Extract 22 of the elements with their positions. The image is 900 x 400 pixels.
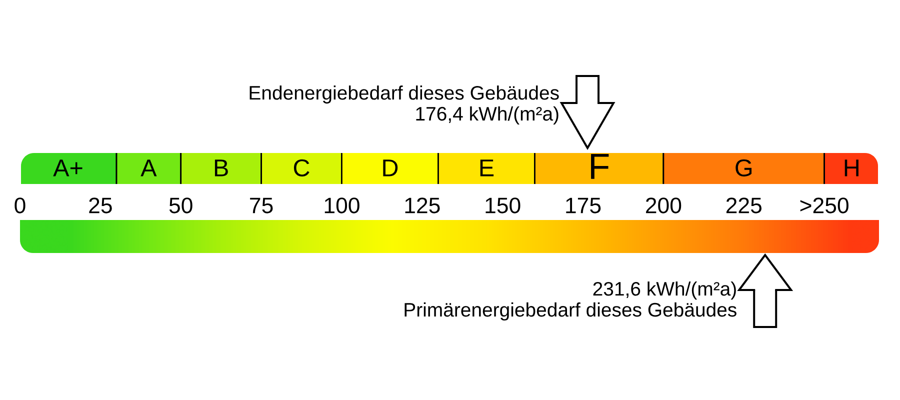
ref-line-label: 231,6 kWh/(m²a) Primärenergiebedarf dieses Gebäudes — [404, 281, 736, 321]
x-tick-label: >250 — [800, 198, 848, 214]
x-tick-label: 50 — [169, 198, 192, 214]
series-label: F — [591, 154, 609, 179]
series-label: H — [844, 160, 858, 176]
series-label: D — [383, 160, 398, 176]
series-label: A — [140, 160, 157, 176]
x-tick-label: 100 — [324, 198, 360, 214]
series-label: C — [294, 159, 310, 177]
x-tick-label: 0 — [14, 198, 26, 214]
series-label: E — [480, 160, 494, 176]
ref-line-label: Endenergiebedarf dieses Gebäudes 176,4 kWh/(m²a) — [250, 85, 559, 125]
x-tick-label: 175 — [566, 198, 601, 214]
series-label: A+ — [53, 160, 82, 176]
series-label: G — [736, 159, 752, 177]
x-tick-label: 125 — [405, 198, 440, 214]
x-tick-label: 200 — [646, 198, 682, 214]
x-tick-label: 75 — [250, 198, 273, 214]
x-tick-label: 225 — [726, 198, 762, 214]
x-tick-label: 25 — [89, 198, 112, 214]
series-label: B — [214, 160, 228, 176]
x-tick-label: 150 — [486, 198, 520, 214]
